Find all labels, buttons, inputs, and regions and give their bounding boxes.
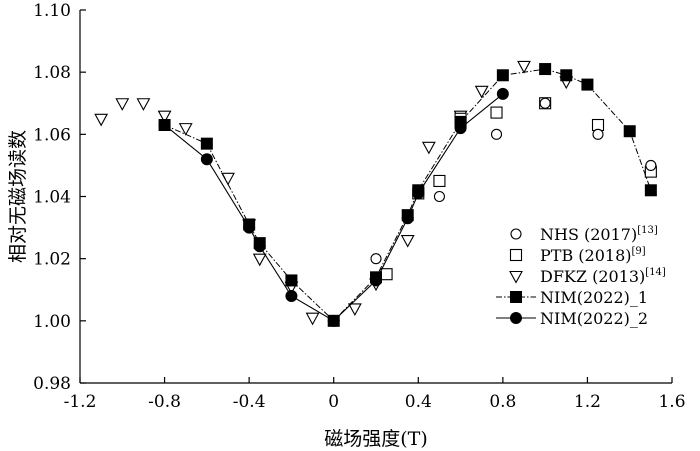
data-point	[370, 253, 382, 265]
legend-label: NHS (2017)[13]	[540, 225, 658, 244]
legend-name: NIM(2022)_1	[540, 288, 648, 307]
data-point	[158, 119, 171, 132]
data-point	[285, 289, 298, 302]
data-point	[400, 234, 415, 248]
y-tick-label: 1.10	[33, 1, 71, 21]
data-point	[644, 184, 657, 197]
x-tick-label: -0.8	[148, 392, 181, 412]
x-tick-label: 1.2	[574, 392, 601, 412]
x-tick-label: -0.4	[233, 392, 266, 412]
legend-label: NIM(2022)_2	[540, 309, 648, 328]
legend-reference: [9]	[631, 246, 645, 257]
series-0	[370, 97, 657, 265]
data-point	[560, 69, 573, 82]
data-point	[454, 122, 467, 135]
legend-reference: [14]	[645, 267, 666, 278]
data-point	[645, 159, 657, 171]
series-2	[94, 60, 574, 326]
data-point	[496, 69, 509, 82]
legend-label: PTB (2018)[9]	[540, 246, 646, 265]
data-point	[539, 63, 552, 76]
data-point	[305, 312, 320, 326]
data-point	[200, 153, 213, 166]
series-line	[164, 93, 504, 322]
x-tick-label: 0.4	[405, 392, 432, 412]
y-tick-label: 1.00	[33, 312, 71, 332]
x-axis-title: 磁场强度(T)	[324, 428, 428, 450]
data-point	[347, 303, 362, 317]
data-point	[327, 314, 340, 327]
legend-name: NHS (2017)	[540, 225, 637, 244]
y-axis-title: 相对无磁场读数	[7, 130, 29, 263]
data-point	[490, 128, 503, 140]
data-point	[412, 187, 425, 200]
legend-label: NIM(2022)_1	[540, 288, 648, 307]
data-point	[433, 190, 445, 203]
legend-marker	[510, 291, 522, 303]
series-3	[158, 63, 657, 327]
data-point	[380, 268, 393, 281]
legend-name: PTB (2018)	[540, 246, 631, 265]
legend-marker	[509, 270, 523, 284]
data-point	[581, 78, 594, 91]
legend-name: DFKZ (2013)	[540, 267, 645, 286]
data-point	[592, 128, 604, 140]
data-point	[243, 221, 256, 234]
series-4	[158, 87, 509, 327]
data-point	[433, 174, 446, 188]
x-tick-label: 0.8	[489, 392, 516, 412]
data-point	[157, 110, 172, 124]
y-tick-label: 0.98	[33, 374, 71, 394]
data-point	[496, 87, 509, 100]
plot-area	[94, 60, 657, 327]
y-tick-label: 1.04	[33, 188, 71, 208]
data-point	[517, 60, 531, 74]
data-point	[370, 274, 382, 287]
legend-item: NIM(2022)_1	[496, 288, 648, 307]
legend-marker	[509, 248, 523, 262]
y-tick-label: 1.08	[33, 63, 71, 83]
data-point	[253, 240, 266, 253]
x-tick-label: 1.6	[658, 392, 685, 412]
data-point	[623, 125, 636, 138]
axes: 0.98 1.00 1.02 1.04 1.06 1.08 1.10 -1.2 -0.8 -0.4…	[33, 1, 685, 412]
data-point	[539, 97, 551, 109]
data-point	[115, 98, 130, 111]
legend-label: DFKZ (2013)[14]	[540, 267, 666, 286]
legend-item: NHS (2017)[13]	[510, 225, 658, 244]
data-point	[200, 137, 213, 150]
x-tick-label: -1.2	[64, 392, 97, 412]
legend: NHS (2017)[13]PTB (2018)[9]DFKZ (2013)[1…	[496, 225, 666, 328]
legend-item: DFKZ (2013)[14]	[509, 267, 666, 286]
legend-marker	[510, 312, 522, 324]
y-tick-label: 1.06	[33, 125, 71, 145]
x-tick-label: 0	[328, 392, 339, 412]
legend-item: NIM(2022)_2	[496, 309, 648, 328]
data-point	[94, 113, 109, 127]
data-point	[252, 253, 267, 267]
legend-marker	[510, 228, 522, 240]
data-point	[285, 274, 298, 287]
legend-item: PTB (2018)[9]	[509, 246, 646, 265]
data-point	[474, 85, 489, 99]
data-point	[421, 141, 436, 155]
data-point	[490, 106, 503, 119]
data-point	[401, 212, 414, 225]
data-point	[136, 98, 151, 111]
y-tick-label: 1.02	[33, 250, 71, 270]
data-point	[178, 123, 193, 136]
legend-reference: [13]	[637, 225, 658, 236]
legend-name: NIM(2022)_2	[540, 309, 648, 328]
